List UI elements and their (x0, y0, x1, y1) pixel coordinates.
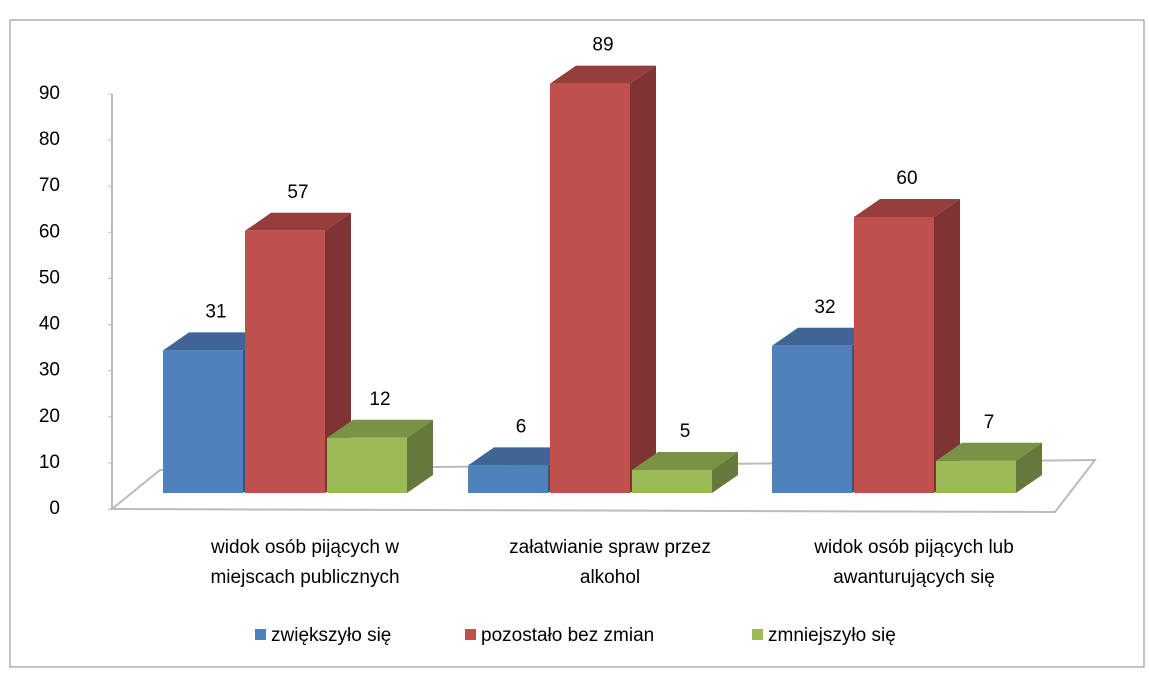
value-label: 6 (516, 416, 527, 437)
legend-label: zmniejszyło się (768, 625, 896, 646)
y-tick-label: 90 (39, 83, 60, 104)
bar-top (468, 447, 574, 466)
legend-label: pozostało bez zmian (481, 625, 654, 646)
x-tick-label: awanturujących się (833, 567, 995, 588)
bar-front (468, 465, 548, 493)
bar (936, 442, 1042, 493)
bar-top (854, 199, 960, 217)
bar-top (550, 65, 656, 84)
bar (632, 452, 738, 493)
y-tick-label: 0 (49, 498, 60, 519)
bar (854, 199, 960, 493)
bar-front (854, 217, 934, 493)
bar-front (632, 470, 712, 493)
value-label: 7 (984, 412, 995, 433)
bar-front (772, 345, 852, 493)
y-tick-label: 70 (39, 175, 60, 196)
x-tick-label: załatwianie spraw przez (509, 537, 711, 558)
x-tick-label: miejscach publicznych (210, 567, 399, 588)
value-label: 12 (369, 389, 390, 410)
value-label: 60 (896, 168, 917, 189)
bar-side (630, 65, 656, 493)
value-label: 32 (814, 297, 835, 318)
bar (327, 419, 433, 493)
bar-front (327, 437, 407, 493)
bar-side (934, 199, 960, 493)
bar (550, 65, 656, 493)
y-tick-label: 20 (39, 406, 60, 427)
bar-front (550, 83, 630, 493)
y-tick-label: 80 (39, 129, 60, 150)
bar-top (632, 452, 738, 470)
bar-side (325, 212, 351, 494)
legend-label: zwiększyło się (271, 625, 391, 646)
legend-swatch (752, 629, 763, 640)
value-label: 89 (592, 35, 613, 56)
bar-top (772, 327, 878, 346)
bar-top (163, 332, 269, 351)
bar-side (407, 419, 433, 493)
bar-top (327, 419, 433, 438)
y-tick-label: 50 (39, 267, 60, 288)
value-label: 31 (205, 301, 226, 322)
bar-side (1016, 442, 1042, 493)
y-tick-label: 10 (39, 452, 60, 473)
y-tick-label: 60 (39, 221, 60, 242)
bar-top (245, 212, 351, 231)
floor (109, 458, 1098, 514)
bar-front (936, 460, 1016, 493)
legend-swatch (255, 629, 266, 640)
value-label: 5 (680, 421, 691, 442)
value-label: 57 (287, 182, 308, 203)
y-tick-label: 40 (39, 314, 60, 335)
bar (245, 212, 351, 494)
bar-side (712, 452, 738, 493)
bar-front (163, 350, 243, 493)
x-tick-label: widok osób pijących lub (813, 537, 1014, 558)
bar-front (245, 230, 325, 494)
x-tick-label: widok osób pijących w (210, 537, 399, 558)
bar-top (936, 442, 1042, 461)
legend-swatch (465, 629, 476, 640)
y-tick-label: 30 (39, 360, 60, 381)
x-tick-label: alkohol (580, 567, 640, 588)
